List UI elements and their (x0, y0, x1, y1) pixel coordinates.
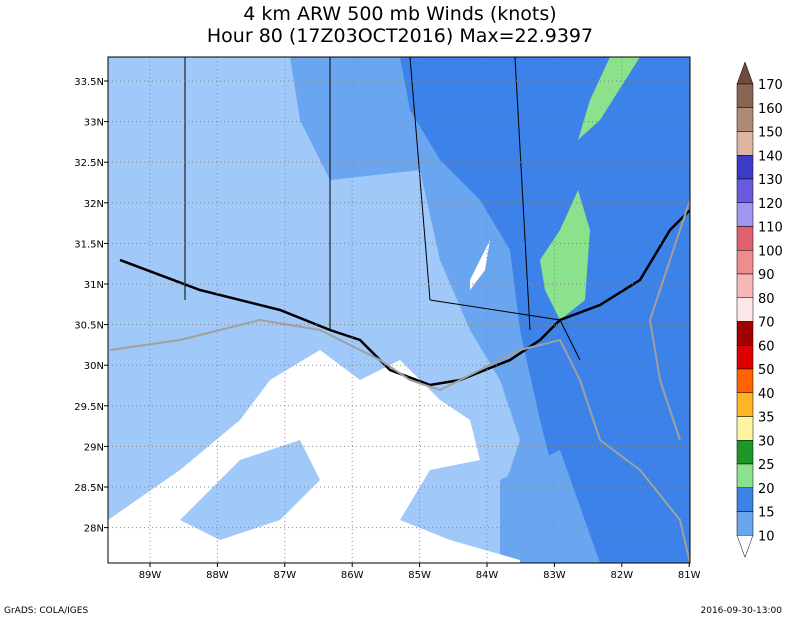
colorbar-swatch (736, 511, 754, 536)
colorbar-swatch (736, 487, 754, 512)
colorbar-bottom-triangle (736, 535, 754, 558)
title-line-2: Hour 80 (17Z03OCT2016) Max=22.9397 (207, 25, 593, 47)
latitude-label: 29.5N (74, 402, 104, 413)
colorbar-label: 30 (758, 434, 775, 449)
colorbar-label: 50 (758, 363, 775, 378)
colorbar-label: 20 (758, 482, 775, 497)
wind-25-central (540, 190, 590, 320)
colorbar-label: 90 (758, 268, 775, 283)
colorbar-label: 160 (758, 102, 783, 117)
latitude-label: 33.5N (74, 77, 104, 88)
colorbar-label: 140 (758, 149, 783, 164)
longitude-label: 86W (341, 570, 364, 581)
colorbar-label: 25 (758, 458, 775, 473)
latitude-label: 28.5N (74, 483, 104, 494)
colorbar-label: 80 (758, 292, 775, 307)
colorbar-swatch (736, 226, 754, 251)
title-line-1: 4 km ARW 500 mb Winds (knots) (243, 3, 556, 25)
wind-15-20-south (500, 450, 600, 563)
wind-25-north (578, 57, 640, 140)
colorbar-label: 120 (758, 197, 783, 212)
latitude-label: 31.5N (74, 239, 104, 250)
colorbar-swatch (736, 131, 754, 156)
footer-left: GrADS: COLA/IGES (4, 606, 88, 616)
longitude-label: 88W (206, 570, 229, 581)
latitude-label: 32N (84, 199, 104, 210)
colorbar-swatch (736, 297, 754, 322)
colorbar-top-triangle (736, 61, 754, 85)
colorbar-swatch (736, 250, 754, 275)
latitude-label: 30.5N (74, 321, 104, 332)
colorbar-label: 40 (758, 387, 775, 402)
latitude-label: 29N (84, 442, 104, 453)
latitude-label: 33N (84, 118, 104, 129)
colorbar-swatch (736, 416, 754, 441)
colorbar-swatch (736, 155, 754, 180)
colorbar-label: 35 (758, 411, 775, 426)
latitude-label: 30N (84, 361, 104, 372)
latitude-label: 32.5N (74, 158, 104, 169)
colorbar-swatch (736, 107, 754, 132)
longitude-labels: 89W 88W 87W 86W 85W 84W 83W 82W 81W (139, 563, 701, 581)
coastline (109, 199, 690, 563)
county-lines (184, 57, 581, 361)
longitude-label: 82W (610, 570, 633, 581)
colorbar-swatch (736, 273, 754, 298)
colorbar-swatch (736, 83, 754, 108)
colorbar-swatch (736, 202, 754, 227)
longitude-label: 81W (678, 570, 701, 581)
colorbar-label: 10 (758, 529, 775, 544)
colorbar-label: 150 (758, 126, 783, 141)
colorbar-swatch (736, 392, 754, 417)
longitude-label: 83W (543, 570, 566, 581)
latitude-labels: 33.5N 33N 32.5N 32N 31.5N 31N 30.5N 30N 29.5N 29N… (74, 77, 108, 535)
colorbar-label: 130 (758, 173, 783, 188)
longitude-label: 85W (408, 570, 431, 581)
colorbar-label: 170 (758, 78, 783, 93)
longitude-label: 84W (476, 570, 499, 581)
latitude-label: 28N (84, 524, 104, 535)
graticule (108, 57, 690, 563)
colorbar-label: 100 (758, 244, 783, 259)
longitude-label: 87W (273, 570, 296, 581)
colorbar-swatch (736, 440, 754, 465)
colorbar: 170 160 150 140 130 120 110 100 90 80 70 60 50 40 35 30… (736, 61, 783, 558)
colorbar-swatch (736, 321, 754, 346)
wind-below-10-patch (470, 240, 490, 290)
colorbar-label: 15 (758, 506, 775, 521)
colorbar-swatch (736, 345, 754, 370)
wind-20-25 (400, 57, 690, 563)
colorbar-label: 110 (758, 221, 783, 236)
colorbar-label: 60 (758, 339, 775, 354)
colorbar-swatch (736, 178, 754, 203)
longitude-label: 89W (139, 570, 162, 581)
colorbar-swatch (736, 463, 754, 488)
colorbar-label: 70 (758, 316, 775, 331)
map-field (108, 57, 690, 563)
footer-right: 2016-09-30-13:00 (701, 606, 783, 616)
map-frame (107, 56, 691, 564)
latitude-label: 31N (84, 280, 104, 291)
colorbar-swatch (736, 368, 754, 393)
